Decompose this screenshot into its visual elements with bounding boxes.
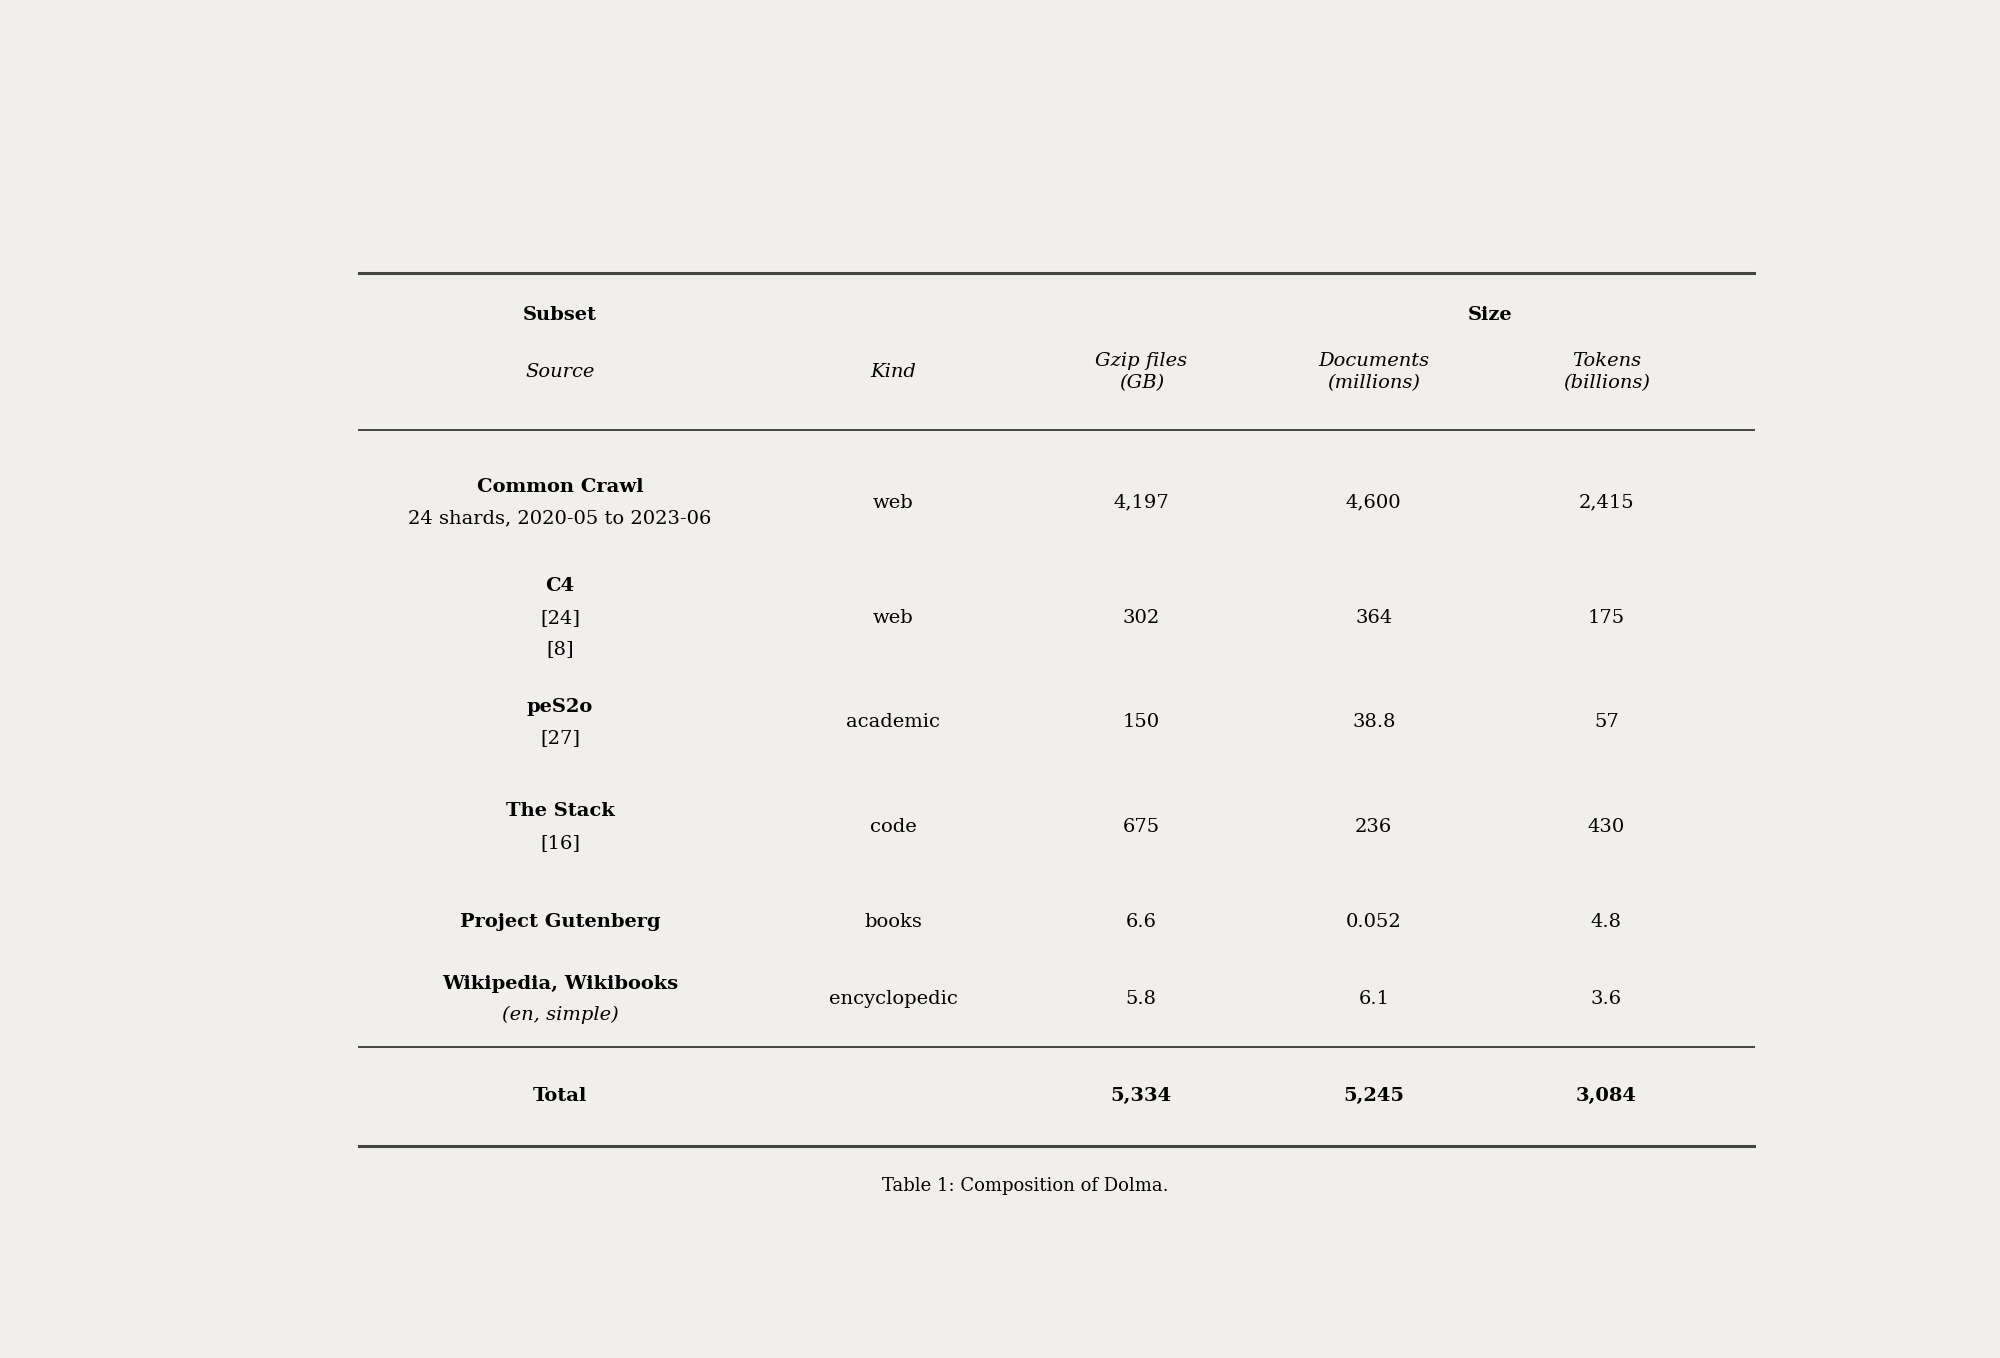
Text: Total: Total	[532, 1086, 588, 1104]
Text: code: code	[870, 818, 916, 837]
Text: Source: Source	[526, 363, 594, 382]
Text: Size: Size	[1468, 306, 1512, 323]
Text: 24 shards, 2020-05 to 2023-06: 24 shards, 2020-05 to 2023-06	[408, 509, 712, 527]
Text: 236: 236	[1356, 818, 1392, 837]
Text: C4: C4	[546, 577, 574, 595]
Text: 3,084: 3,084	[1576, 1086, 1636, 1104]
Text: 5,245: 5,245	[1344, 1086, 1404, 1104]
Text: 2,415: 2,415	[1578, 494, 1634, 512]
Text: The Stack: The Stack	[506, 803, 614, 820]
Text: Documents
(millions): Documents (millions)	[1318, 352, 1430, 392]
Text: 4,197: 4,197	[1114, 494, 1170, 512]
Text: web: web	[872, 608, 914, 627]
Text: (en, simple): (en, simple)	[502, 1006, 618, 1024]
Text: 5,334: 5,334	[1110, 1086, 1172, 1104]
Text: 3.6: 3.6	[1590, 990, 1622, 1009]
Text: web: web	[872, 494, 914, 512]
Text: Project Gutenberg: Project Gutenberg	[460, 913, 660, 932]
Text: 57: 57	[1594, 713, 1618, 732]
Text: [24]: [24]	[540, 608, 580, 627]
Text: 0.052: 0.052	[1346, 913, 1402, 932]
Text: Gzip files
(GB): Gzip files (GB)	[1096, 352, 1188, 392]
Text: Subset: Subset	[524, 306, 596, 323]
Text: Table 1: Composition of Dolma.: Table 1: Composition of Dolma.	[882, 1176, 1168, 1195]
Text: 675: 675	[1122, 818, 1160, 837]
Text: 38.8: 38.8	[1352, 713, 1396, 732]
Text: 6.6: 6.6	[1126, 913, 1156, 932]
Text: Tokens
(billions): Tokens (billions)	[1562, 352, 1650, 392]
Text: encyclopedic: encyclopedic	[828, 990, 958, 1009]
Text: Kind: Kind	[870, 363, 916, 382]
Text: [27]: [27]	[540, 729, 580, 747]
Text: academic: academic	[846, 713, 940, 732]
Text: 4,600: 4,600	[1346, 494, 1402, 512]
Text: 364: 364	[1356, 608, 1392, 627]
Text: [8]: [8]	[546, 640, 574, 659]
Text: [16]: [16]	[540, 834, 580, 851]
Text: 175: 175	[1588, 608, 1624, 627]
Text: 150: 150	[1122, 713, 1160, 732]
Text: Wikipedia, Wikibooks: Wikipedia, Wikibooks	[442, 975, 678, 993]
Text: 6.1: 6.1	[1358, 990, 1390, 1009]
Text: peS2o: peS2o	[526, 698, 594, 716]
Text: 5.8: 5.8	[1126, 990, 1156, 1009]
Text: 430: 430	[1588, 818, 1624, 837]
Text: Common Crawl: Common Crawl	[476, 478, 644, 496]
Text: 302: 302	[1122, 608, 1160, 627]
Text: books: books	[864, 913, 922, 932]
Text: 4.8: 4.8	[1590, 913, 1622, 932]
